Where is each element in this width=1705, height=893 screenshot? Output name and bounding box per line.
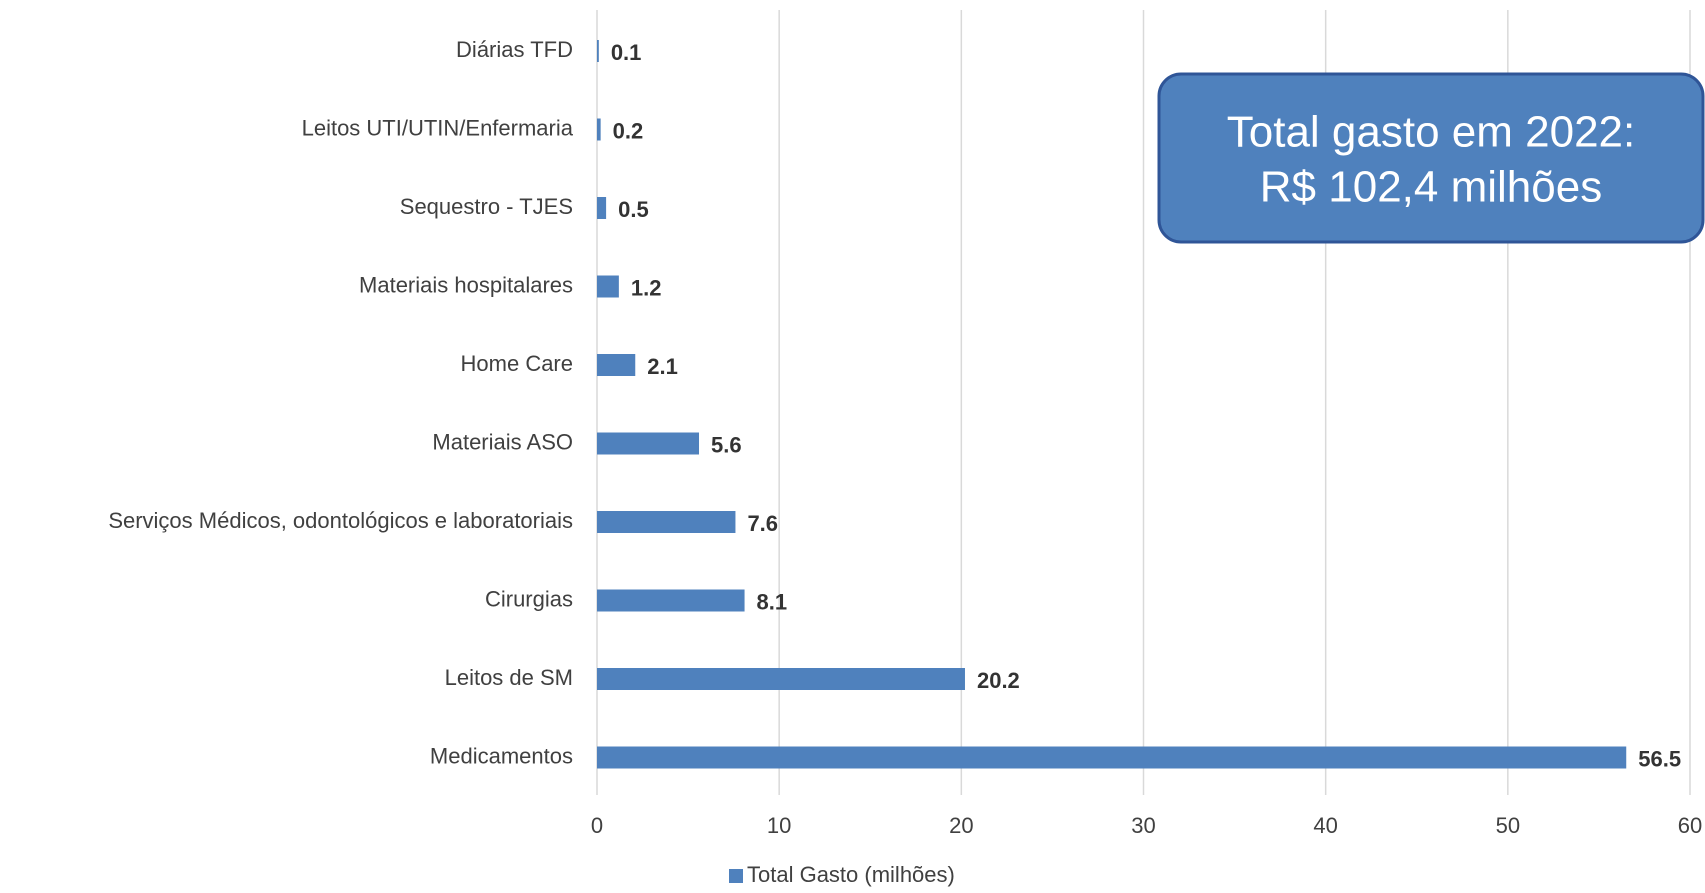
x-tick-label: 0 (591, 813, 603, 838)
value-label: 2.1 (647, 354, 678, 379)
value-label: 56.5 (1638, 746, 1681, 771)
bar (597, 118, 601, 141)
legend-label: Total Gasto (milhões) (747, 862, 955, 887)
value-label: 20.2 (977, 668, 1020, 693)
bar (597, 197, 607, 219)
bar (597, 668, 965, 690)
bar (597, 275, 619, 298)
x-tick-label: 50 (1496, 813, 1520, 838)
y-tick-label: Medicamentos (430, 743, 573, 768)
y-tick-label: Leitos de SM (445, 665, 573, 690)
y-tick-label: Materiais ASO (432, 429, 573, 454)
y-tick-label: Materiais hospitalares (359, 272, 573, 297)
x-tick-label: 10 (767, 813, 791, 838)
y-tick-label: Home Care (461, 351, 573, 376)
x-tick-label: 60 (1678, 813, 1702, 838)
bar (597, 746, 1627, 769)
value-label: 0.2 (613, 118, 644, 143)
value-label: 5.6 (711, 432, 742, 457)
bar (597, 354, 636, 376)
bar (597, 40, 599, 62)
y-tick-label: Serviços Médicos, odontológicos e labora… (108, 508, 573, 533)
value-label: 0.1 (611, 40, 642, 65)
x-tick-label: 30 (1131, 813, 1155, 838)
bar (597, 589, 745, 612)
value-label: 8.1 (757, 589, 788, 614)
y-tick-label: Cirurgias (485, 586, 573, 611)
bar (597, 432, 700, 455)
legend-swatch (729, 869, 743, 883)
value-label: 1.2 (631, 275, 662, 300)
bar (597, 511, 736, 533)
value-label: 0.5 (618, 197, 649, 222)
y-tick-label: Leitos UTI/UTIN/Enfermaria (302, 115, 574, 140)
value-label: 7.6 (747, 511, 778, 536)
annotation: Total gasto em 2022: (1227, 108, 1635, 157)
annotation-box (1157, 72, 1705, 244)
x-tick-label: 20 (949, 813, 973, 838)
annotation: R$ 102,4 milhões (1260, 163, 1602, 212)
x-tick-label: 40 (1313, 813, 1337, 838)
y-tick-label: Sequestro - TJES (400, 194, 573, 219)
y-tick-label: Diárias TFD (456, 37, 573, 62)
